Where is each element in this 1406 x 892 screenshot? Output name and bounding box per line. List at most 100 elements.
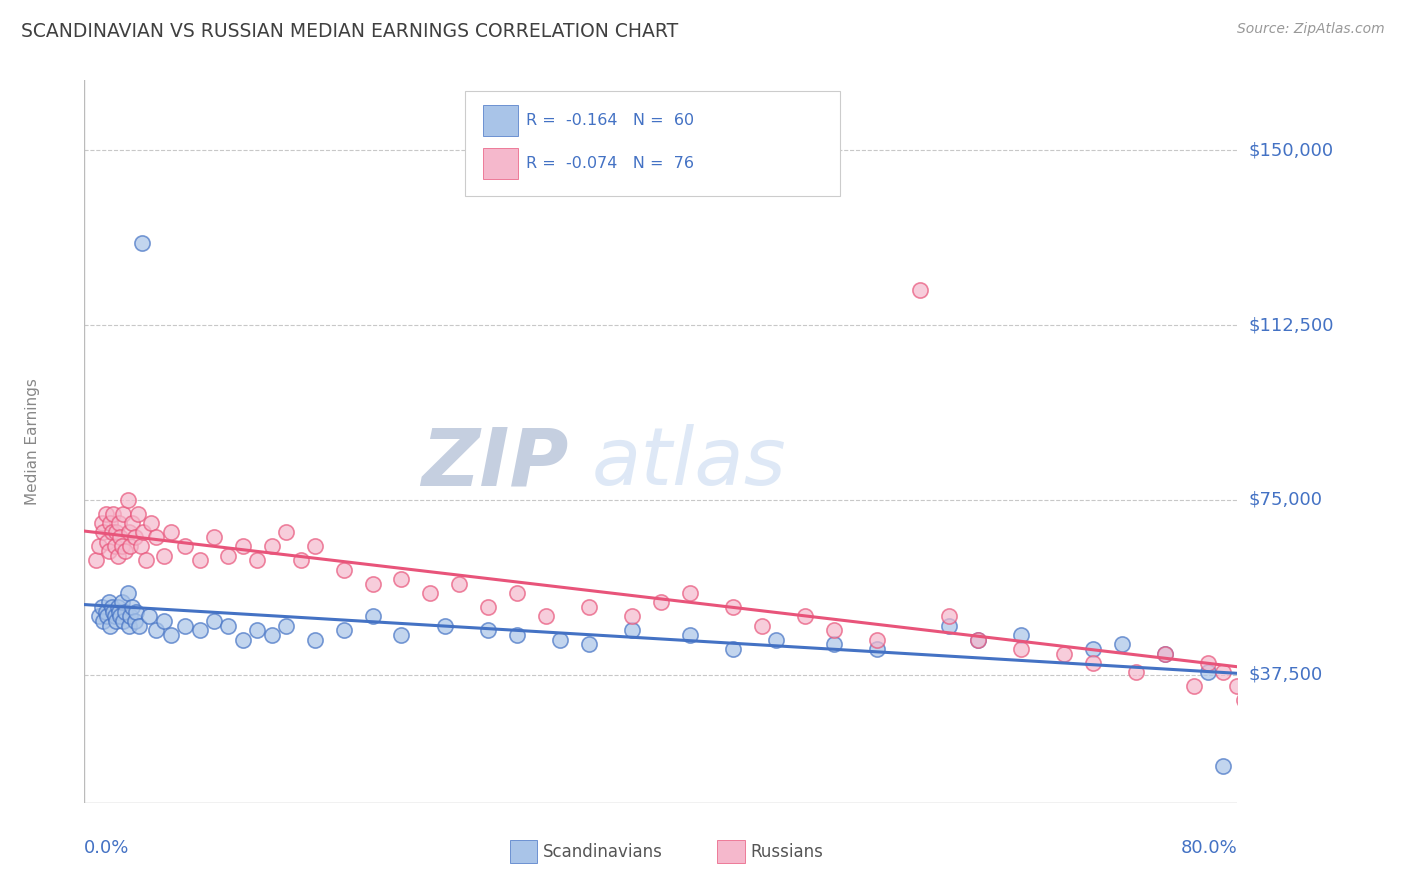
Point [621, 609, 644, 624]
Point [125, 605, 148, 619]
Point [506, 586, 529, 600]
Point [967, 632, 990, 647]
Point [131, 236, 153, 251]
Point [578, 637, 600, 651]
Point [1212, 665, 1234, 680]
Point [96, 534, 118, 549]
Point [118, 618, 141, 632]
Point [105, 525, 128, 540]
Point [391, 628, 413, 642]
FancyBboxPatch shape [465, 91, 839, 196]
Point [1198, 665, 1220, 680]
Point [650, 595, 672, 609]
Point [477, 624, 499, 638]
Text: atlas: atlas [592, 425, 786, 502]
Point [361, 609, 384, 624]
Point [112, 614, 135, 628]
Point [124, 614, 146, 628]
Point [97, 595, 120, 609]
Point [105, 614, 128, 628]
Text: ZIP: ZIP [422, 425, 568, 502]
Text: $37,500: $37,500 [1249, 665, 1323, 683]
Point [1226, 679, 1249, 693]
Point [114, 605, 136, 619]
Point [174, 540, 197, 554]
Point [103, 507, 124, 521]
Point [679, 586, 702, 600]
Point [1233, 693, 1256, 707]
Point [108, 605, 131, 619]
Point [1083, 642, 1105, 657]
Text: SCANDINAVIAN VS RUSSIAN MEDIAN EARNINGS CORRELATION CHART: SCANDINAVIAN VS RUSSIAN MEDIAN EARNINGS … [21, 22, 678, 41]
Point [110, 530, 132, 544]
Point [121, 600, 143, 615]
Point [506, 628, 529, 642]
Point [290, 553, 312, 567]
Point [548, 632, 571, 647]
Point [90, 600, 112, 615]
Point [910, 283, 932, 297]
Point [721, 642, 744, 657]
Text: Median Earnings: Median Earnings [25, 378, 39, 505]
Point [333, 563, 356, 577]
Point [98, 618, 121, 632]
Point [361, 576, 384, 591]
Point [1240, 702, 1263, 716]
Point [152, 549, 174, 563]
Point [232, 540, 254, 554]
Point [679, 628, 702, 642]
FancyBboxPatch shape [484, 104, 517, 136]
Point [87, 609, 110, 624]
Point [202, 530, 225, 544]
Point [823, 624, 845, 638]
Point [246, 553, 269, 567]
Point [866, 642, 889, 657]
Point [104, 609, 127, 624]
Point [938, 609, 960, 624]
Point [1125, 665, 1147, 680]
Point [765, 632, 787, 647]
Point [124, 530, 146, 544]
Point [1182, 679, 1205, 693]
Point [160, 628, 183, 642]
Point [96, 609, 118, 624]
Point [276, 618, 298, 632]
Point [1212, 758, 1234, 772]
Point [1010, 642, 1032, 657]
Point [152, 614, 174, 628]
Point [202, 614, 225, 628]
Point [118, 525, 141, 540]
Point [108, 516, 131, 530]
Point [1010, 628, 1032, 642]
Point [391, 572, 413, 586]
Point [188, 624, 211, 638]
Point [232, 632, 254, 647]
Point [333, 624, 356, 638]
Point [120, 540, 142, 554]
Point [433, 618, 456, 632]
Point [1256, 693, 1278, 707]
Point [1198, 656, 1220, 670]
Point [117, 586, 139, 600]
Point [121, 516, 143, 530]
Point [174, 618, 197, 632]
Point [794, 609, 817, 624]
Point [90, 516, 112, 530]
Point [1053, 647, 1076, 661]
Point [1263, 712, 1285, 726]
Point [145, 624, 167, 638]
Point [127, 507, 149, 521]
Point [866, 632, 889, 647]
FancyBboxPatch shape [484, 147, 517, 179]
Point [218, 618, 240, 632]
Point [160, 525, 183, 540]
Point [419, 586, 441, 600]
Point [100, 600, 122, 615]
Point [117, 492, 139, 507]
Point [128, 618, 150, 632]
Point [132, 525, 155, 540]
Point [145, 530, 167, 544]
Point [938, 618, 960, 632]
Point [449, 576, 471, 591]
Point [97, 544, 120, 558]
